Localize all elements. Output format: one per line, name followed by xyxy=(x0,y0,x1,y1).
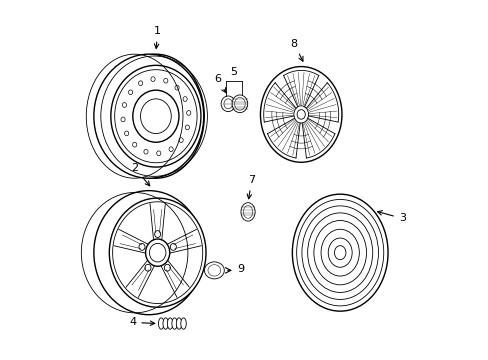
Text: 1: 1 xyxy=(154,26,161,48)
Ellipse shape xyxy=(109,198,205,307)
Ellipse shape xyxy=(158,318,163,329)
Ellipse shape xyxy=(163,318,168,329)
Ellipse shape xyxy=(171,318,177,329)
Ellipse shape xyxy=(94,54,203,178)
Ellipse shape xyxy=(181,318,186,329)
Text: 8: 8 xyxy=(290,39,303,61)
Text: 3: 3 xyxy=(377,211,405,224)
Ellipse shape xyxy=(107,54,204,178)
Text: 6: 6 xyxy=(214,74,225,93)
Ellipse shape xyxy=(167,318,173,329)
Text: 9: 9 xyxy=(237,264,244,274)
Ellipse shape xyxy=(176,318,182,329)
Ellipse shape xyxy=(232,95,247,113)
Text: 7: 7 xyxy=(246,175,255,199)
Text: 5: 5 xyxy=(230,67,237,77)
Ellipse shape xyxy=(292,194,387,311)
Text: 4: 4 xyxy=(129,318,154,328)
Ellipse shape xyxy=(94,191,203,315)
Ellipse shape xyxy=(241,203,255,221)
Ellipse shape xyxy=(260,67,341,162)
Ellipse shape xyxy=(204,262,224,279)
Text: 2: 2 xyxy=(131,163,149,186)
